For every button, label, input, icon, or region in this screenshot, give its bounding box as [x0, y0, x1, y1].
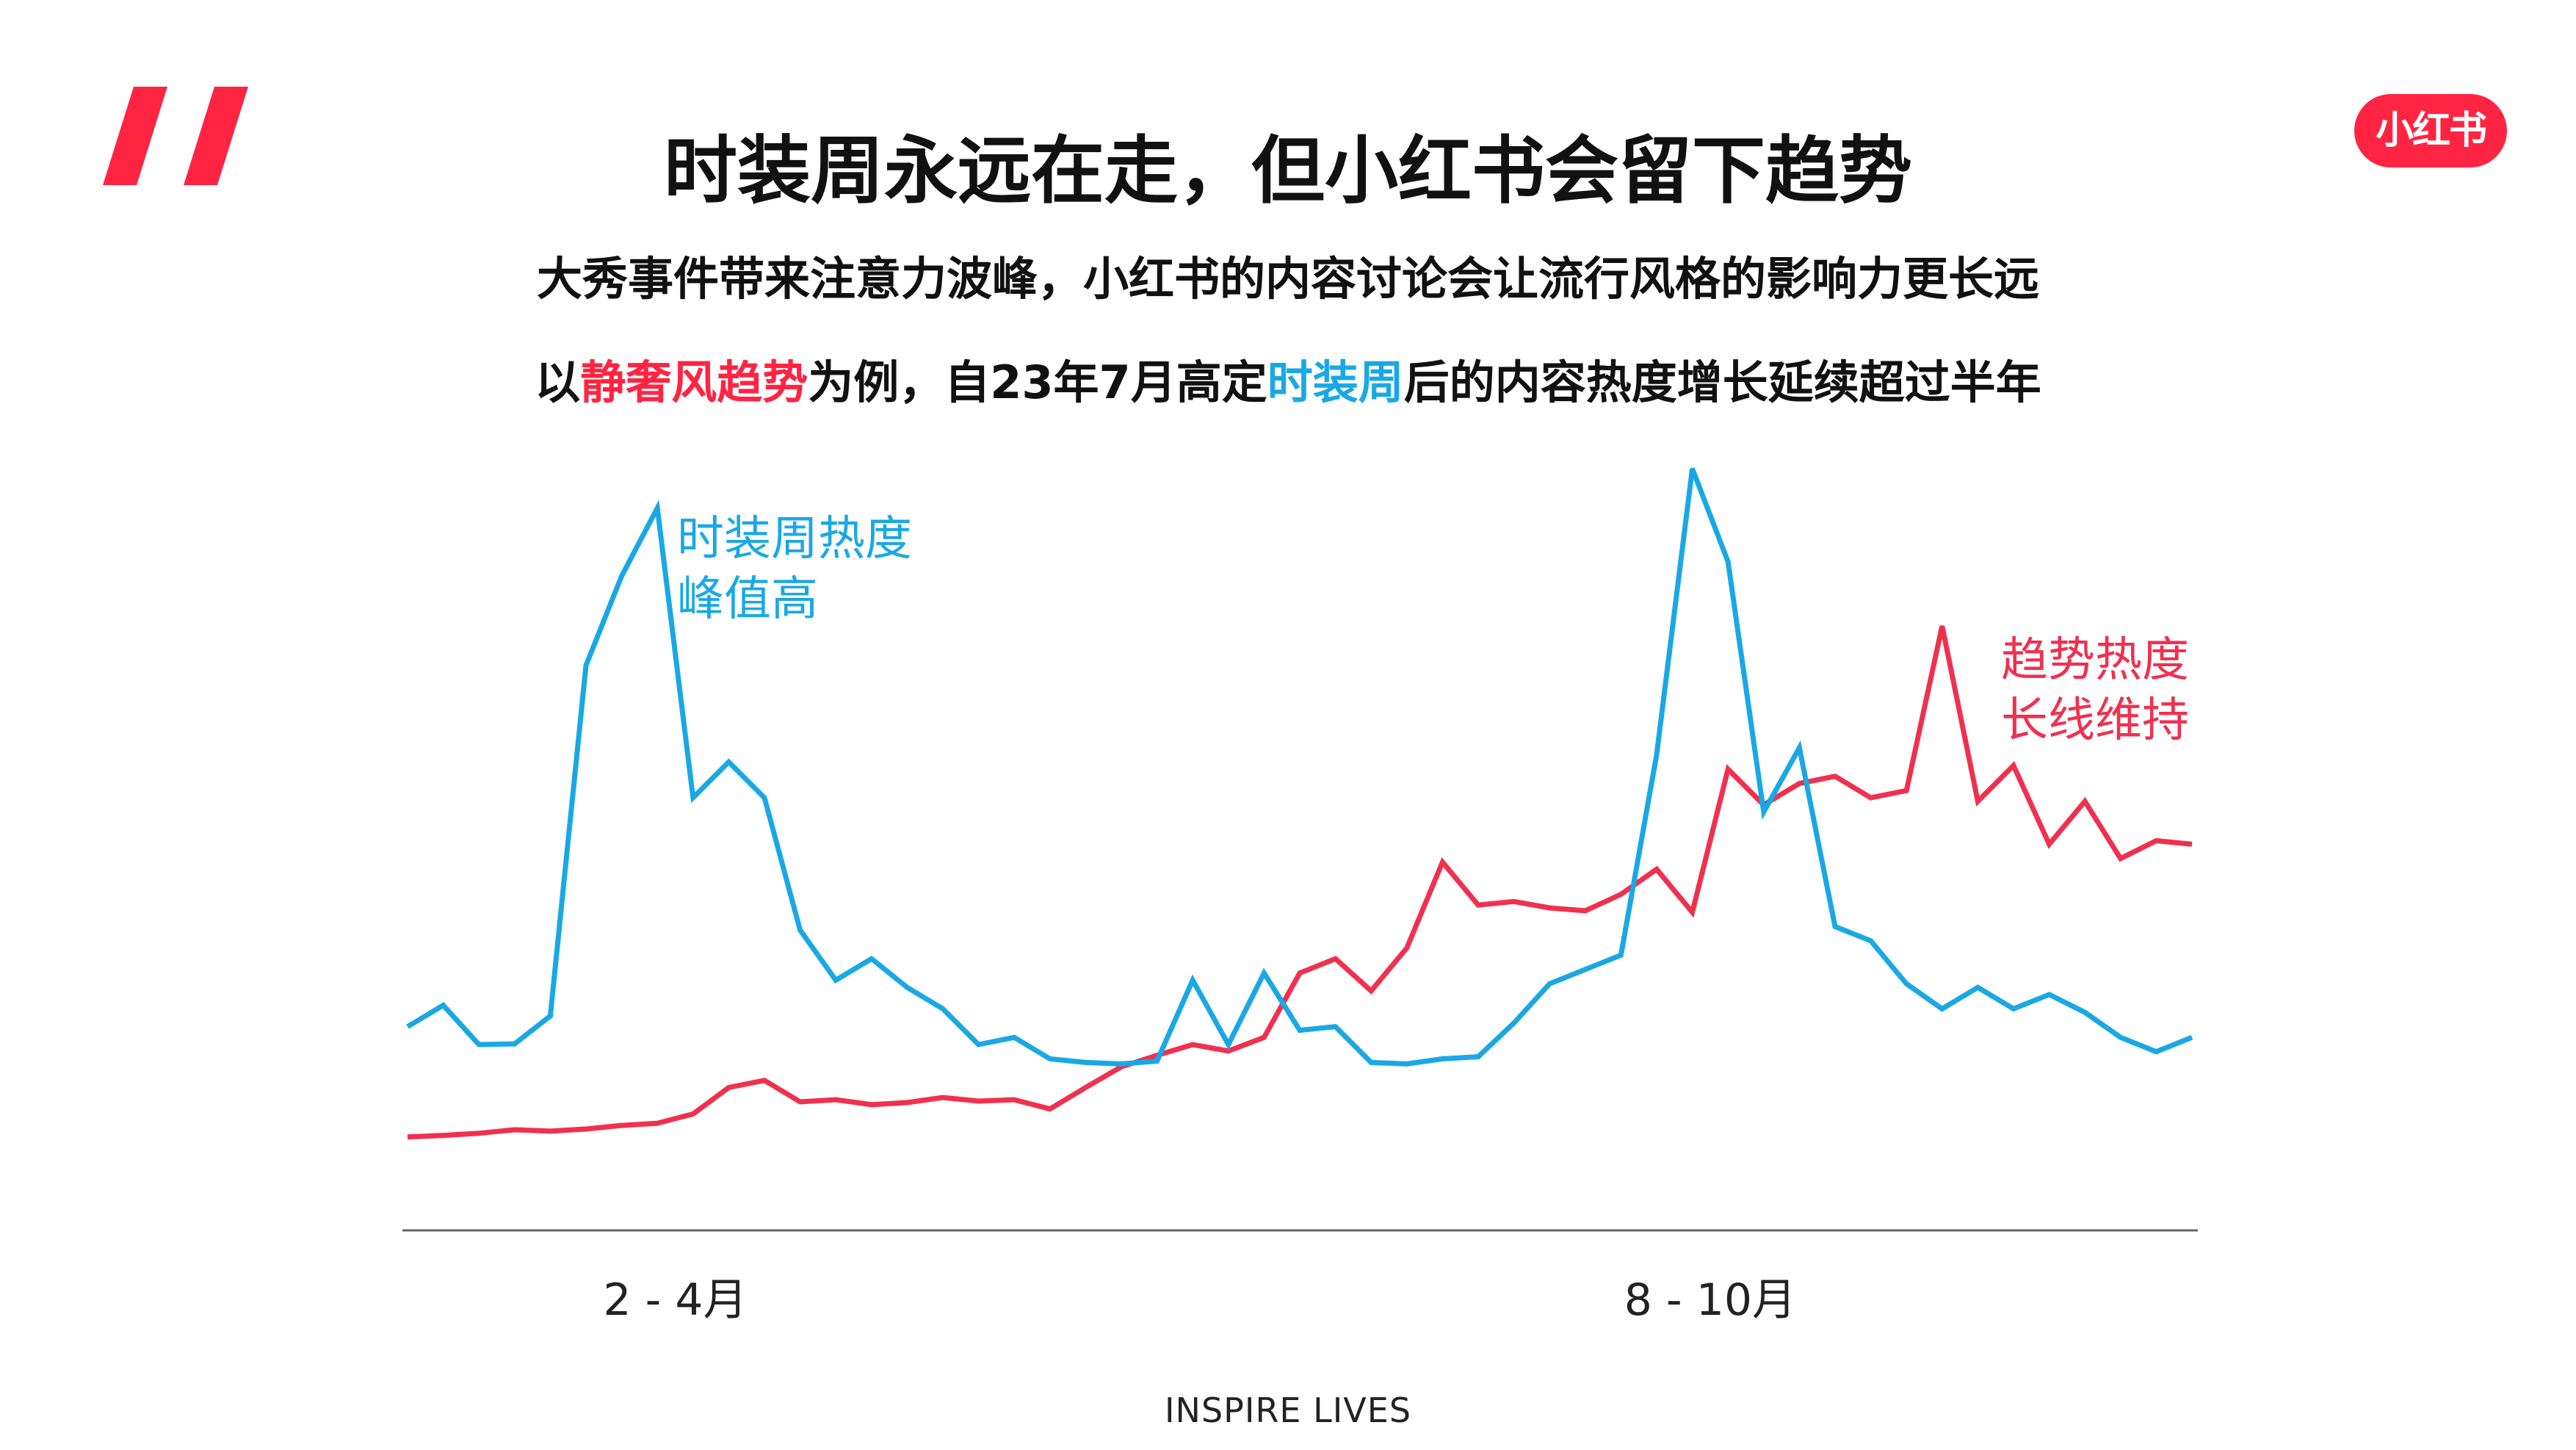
- subtitle-line-2-part5: 后的内容热度增长延续超过半年: [1403, 356, 2041, 409]
- subtitle-line-2-part3: 为例，自23年7月高定: [808, 356, 1267, 409]
- subtitle-highlight-trend: 静奢风趋势: [580, 356, 808, 409]
- x-tick-label-1: 2 - 4月: [603, 1274, 747, 1326]
- quote-mark-bar-left: [103, 87, 167, 185]
- series-line-fashion-week: [406, 467, 2193, 1067]
- series-annotation-fashion-week-line-1: 时装周热度: [677, 512, 912, 566]
- x-tick-label-2: 8 - 10月: [1624, 1274, 1796, 1326]
- quote-mark-bar-right: [184, 87, 248, 185]
- quote-mark-icon: [103, 87, 248, 185]
- footer-tagline: INSPIRE LIVES: [1164, 1391, 1412, 1430]
- page-title: 时装周永远在走，但小红书会留下趋势: [664, 128, 1912, 214]
- subtitle-line-2-part1: 以: [535, 356, 581, 409]
- subtitle-highlight-fashion-week: 时装周: [1267, 356, 1404, 409]
- series-annotation-trend-line-1: 趋势热度: [2001, 633, 2189, 688]
- subtitle-line-2: 以静奢风趋势为例，自23年7月高定时装周后的内容热度增长延续超过半年: [0, 350, 2576, 416]
- subtitle-line-1: 大秀事件带来注意力波峰，小红书的内容讨论会让流行风格的影响力更长远: [536, 252, 2039, 306]
- series-annotation-trend-line-2: 长线维持: [2001, 693, 2189, 748]
- xiaohongshu-logo-icon: 小红书: [2354, 94, 2507, 167]
- series-line-trend: [407, 625, 2193, 1140]
- series-annotation-fashion-week-line-2: 峰值高: [677, 572, 818, 627]
